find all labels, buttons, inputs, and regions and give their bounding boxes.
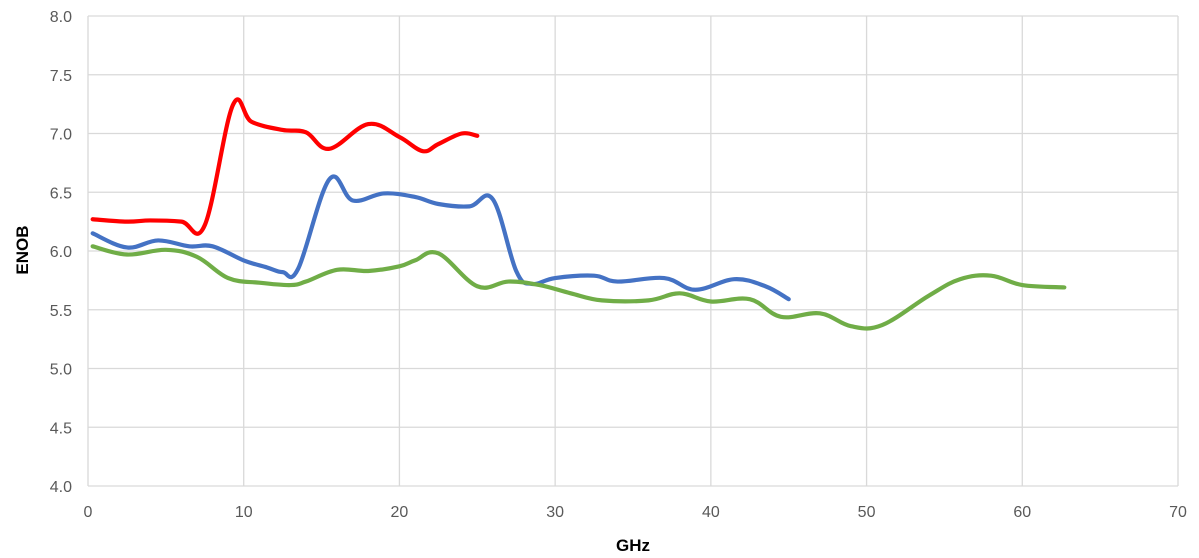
x-tick-label: 40 — [702, 504, 720, 521]
y-tick-label: 7.0 — [50, 127, 72, 144]
series-line-red — [90, 97, 480, 236]
y-tick-label: 5.0 — [50, 362, 72, 379]
y-tick-label: 4.5 — [50, 420, 72, 437]
series-line-blue — [90, 174, 791, 302]
series-line-green — [90, 244, 1067, 331]
y-tick-label: 6.0 — [50, 244, 72, 261]
x-axis-title: GHz — [616, 536, 650, 555]
x-tick-label: 10 — [235, 504, 253, 521]
grid-lines — [87, 15, 1179, 487]
series-lines — [90, 97, 1067, 331]
y-tick-label: 4.0 — [50, 479, 72, 496]
x-tick-label: 20 — [391, 504, 409, 521]
y-tick-label: 5.5 — [50, 303, 72, 320]
x-tick-label: 30 — [546, 504, 564, 521]
x-tick-label: 50 — [858, 504, 876, 521]
y-tick-label: 7.5 — [50, 68, 72, 85]
x-tick-label: 70 — [1169, 504, 1187, 521]
tick-labels: 4.0 4.5 5.0 5.5 6.0 6.5 7.0 7.5 8.0 0 10 20 30 40 50 60… — [50, 9, 1187, 521]
x-tick-label: 0 — [84, 504, 93, 521]
x-tick-label: 60 — [1013, 504, 1031, 521]
y-tick-label: 6.5 — [50, 185, 72, 202]
y-tick-label: 8.0 — [50, 9, 72, 26]
y-axis-title: ENOB — [13, 225, 32, 274]
